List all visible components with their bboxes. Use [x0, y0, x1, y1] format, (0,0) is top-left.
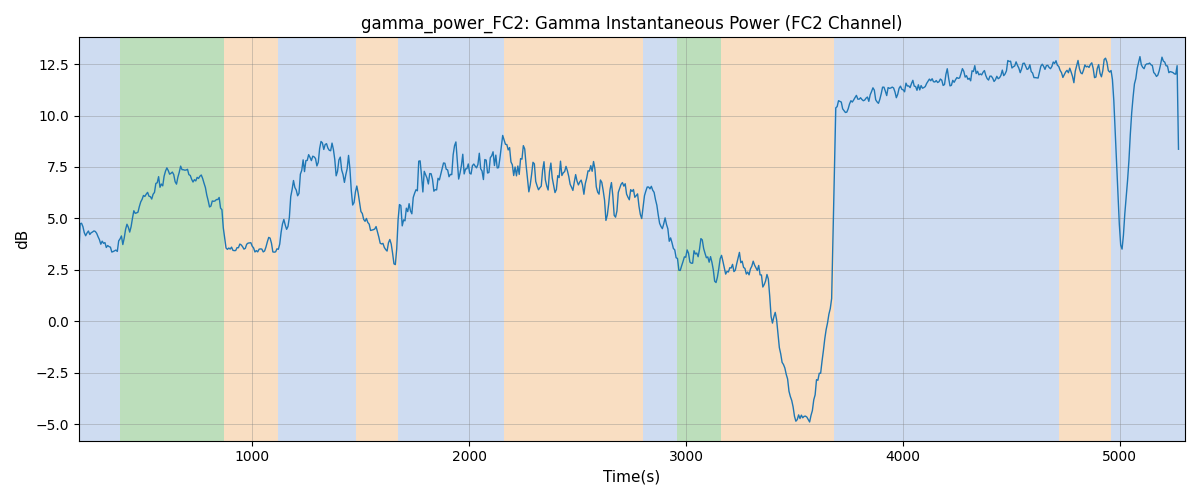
Y-axis label: dB: dB	[14, 229, 30, 249]
Bar	[278, 38, 356, 440]
Bar	[1060, 38, 1111, 440]
Bar	[504, 38, 643, 440]
Bar	[79, 38, 120, 440]
Title: gamma_power_FC2: Gamma Instantaneous Power (FC2 Channel): gamma_power_FC2: Gamma Instantaneous Pow…	[361, 15, 902, 34]
Bar	[834, 38, 1060, 440]
Bar	[643, 38, 678, 440]
Bar	[356, 38, 397, 440]
Bar	[397, 38, 504, 440]
Bar	[678, 38, 721, 440]
X-axis label: Time(s): Time(s)	[604, 470, 660, 485]
Bar	[1111, 38, 1186, 440]
Bar	[224, 38, 278, 440]
Bar	[721, 38, 834, 440]
Bar	[120, 38, 224, 440]
